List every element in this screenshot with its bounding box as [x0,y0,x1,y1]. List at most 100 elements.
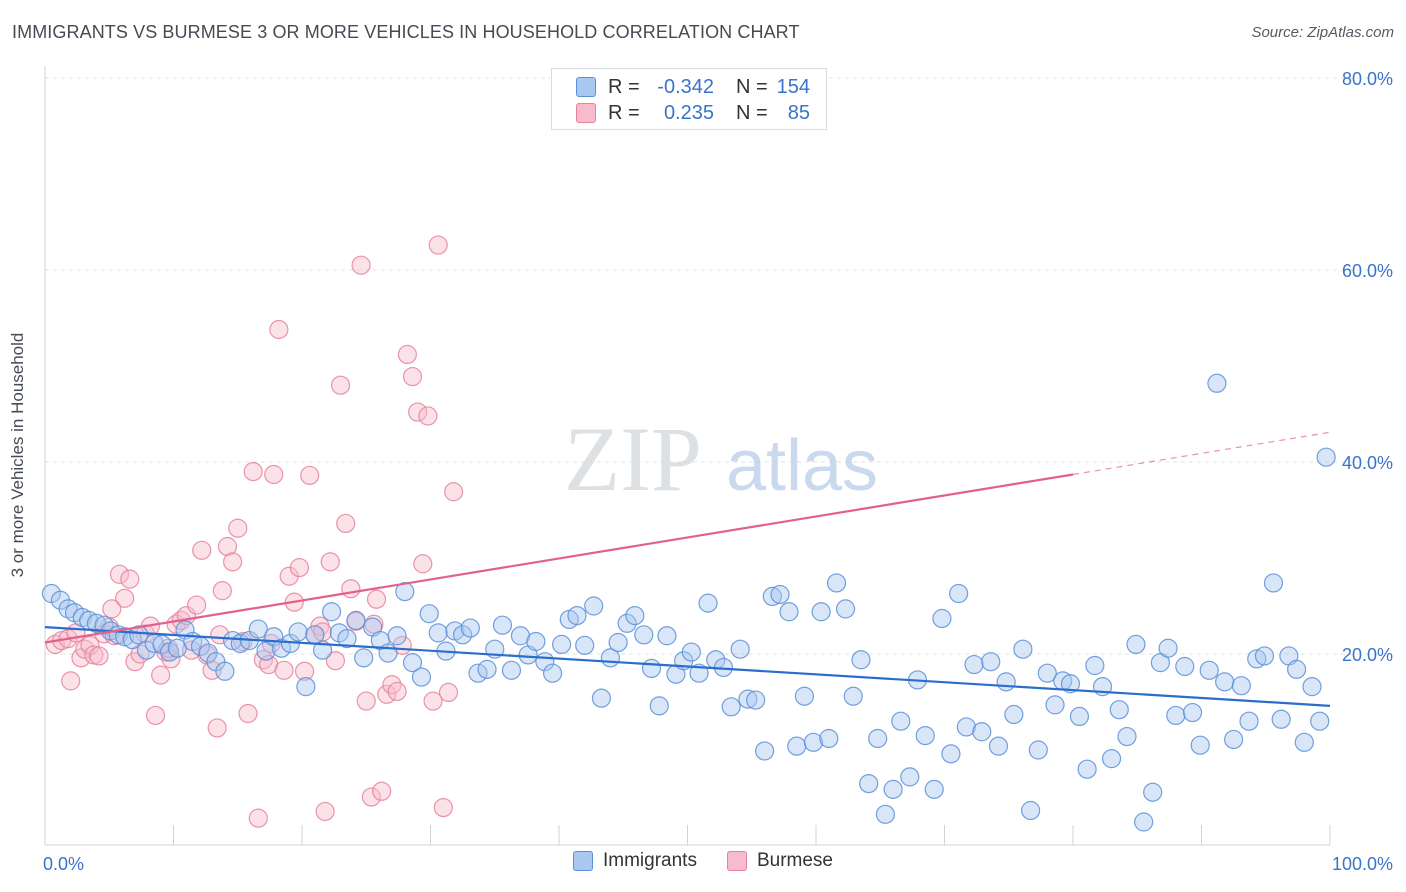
immigrants-point-123 [1028,740,1048,760]
immigrants-point-145 [1207,373,1227,393]
burmese-point-40 [248,808,268,828]
immigrants-point-68 [584,596,604,616]
r-value: 0.235 [663,101,714,124]
n-value: 85 [787,101,810,124]
immigrants-point-39 [346,610,366,631]
immigrants-point-92 [779,602,799,622]
immigrants-point-103 [868,728,888,749]
r-label: R = [608,75,640,98]
axes [44,66,1331,846]
immigrants-point-152 [1263,573,1284,593]
immigrants-point-102 [859,773,879,794]
burmese-point-49 [294,661,315,681]
burmese-point-72 [413,554,433,574]
immigrants-point-69 [591,688,612,708]
burmese-point-39 [243,462,263,482]
immigrants-trend-line [44,626,1331,707]
immigrants-point-93 [787,736,807,756]
immigrants-point-125 [1045,695,1065,715]
burmese-swatch [576,103,596,123]
immigrants-point-32 [288,622,308,642]
burmese-point-75 [428,235,448,255]
immigrants-legend-swatch [573,851,593,871]
immigrants-point-73 [625,605,645,626]
immigrants-point-67 [575,635,595,655]
immigrants-point-44 [387,626,407,646]
burmese-point-20 [145,705,166,726]
y-axis-title: 3 or more Vehicles in Household [8,332,27,578]
immigrants-point-121 [1013,639,1033,659]
burmese-point-79 [102,599,122,619]
burmese-point-56 [330,375,351,395]
immigrants-point-96 [811,602,831,622]
burmese-points [45,235,464,828]
burmese-point-29 [192,540,212,560]
immigrants-point-144 [1199,660,1219,680]
immigrants-point-137 [1143,782,1163,802]
burmese-point-28 [187,595,207,615]
n-label: N = [736,101,768,124]
immigrants-point-81 [689,663,709,683]
immigrants-point-129 [1077,759,1097,779]
immigrants-point-104 [875,804,895,824]
immigrants-point-64 [551,634,572,655]
immigrants-point-142 [1182,702,1203,723]
immigrants-point-77 [657,626,677,646]
burmese-point-3 [61,671,81,691]
immigrants-point-146 [1215,672,1235,692]
immigrants-point-116 [972,722,992,742]
burmese-point-35 [223,552,243,572]
correlation-legend: R = -0.342 N = 154 R = 0.235 N = 85 [551,68,827,130]
burmese-point-43 [264,464,284,485]
immigrants-point-33 [296,677,316,697]
immigrants-point-85 [721,697,741,717]
immigrants-point-118 [988,736,1009,756]
legend-label-immigrants: Immigrants [603,850,697,871]
series-legend: Immigrants Burmese [0,850,1406,872]
immigrants-point-155 [1286,659,1307,679]
n-label: N = [736,75,768,98]
immigrants-point-120 [1004,704,1024,725]
trend-lines [44,431,1331,707]
burmese-point-69 [397,344,417,365]
immigrants-point-75 [641,658,662,679]
gridlines [45,77,1392,655]
immigrants-point-94 [794,686,815,706]
immigrants-point-133 [1109,700,1129,720]
immigrants-point-66 [567,605,587,626]
legend-row-burmese: R = 0.235 N = 85 [576,100,810,126]
immigrants-point-57 [492,615,513,635]
immigrants-point-35 [312,640,333,660]
burmese-point-58 [341,579,361,599]
x-tick-label-1: 100.0% [1332,854,1393,874]
immigrants-point-99 [835,599,856,619]
immigrants-point-23 [215,661,235,681]
immigrants-point-37 [329,623,349,643]
immigrants-point-27 [248,619,268,639]
burmese-point-21 [151,665,171,685]
y-tick-label-0: 20.0% [1342,645,1393,665]
burmese-point-14 [115,588,135,608]
immigrants-point-36 [321,602,342,622]
immigrants-point-63 [542,663,563,683]
burmese-point-44 [269,319,289,340]
watermark-zip: ZIP [564,408,702,510]
r-value: -0.342 [657,75,714,98]
immigrants-point-156 [1294,732,1314,752]
watermark-atlas: atlas [726,426,878,506]
burmese-point-62 [361,787,381,807]
immigrants-point-86 [730,639,750,659]
immigrants-point-149 [1239,711,1259,731]
immigrants-point-88 [746,690,766,710]
burmese-point-57 [336,513,356,534]
burmese-point-76 [433,797,453,818]
immigrants-point-112 [941,744,961,764]
immigrants-point-124 [1037,663,1057,683]
burmese-point-50 [300,465,320,486]
immigrants-point-159 [1316,447,1336,467]
immigrants-point-15 [152,634,172,655]
immigrants-point-147 [1224,729,1244,750]
immigrants-point-101 [851,650,871,670]
immigrants-point-157 [1302,677,1322,697]
